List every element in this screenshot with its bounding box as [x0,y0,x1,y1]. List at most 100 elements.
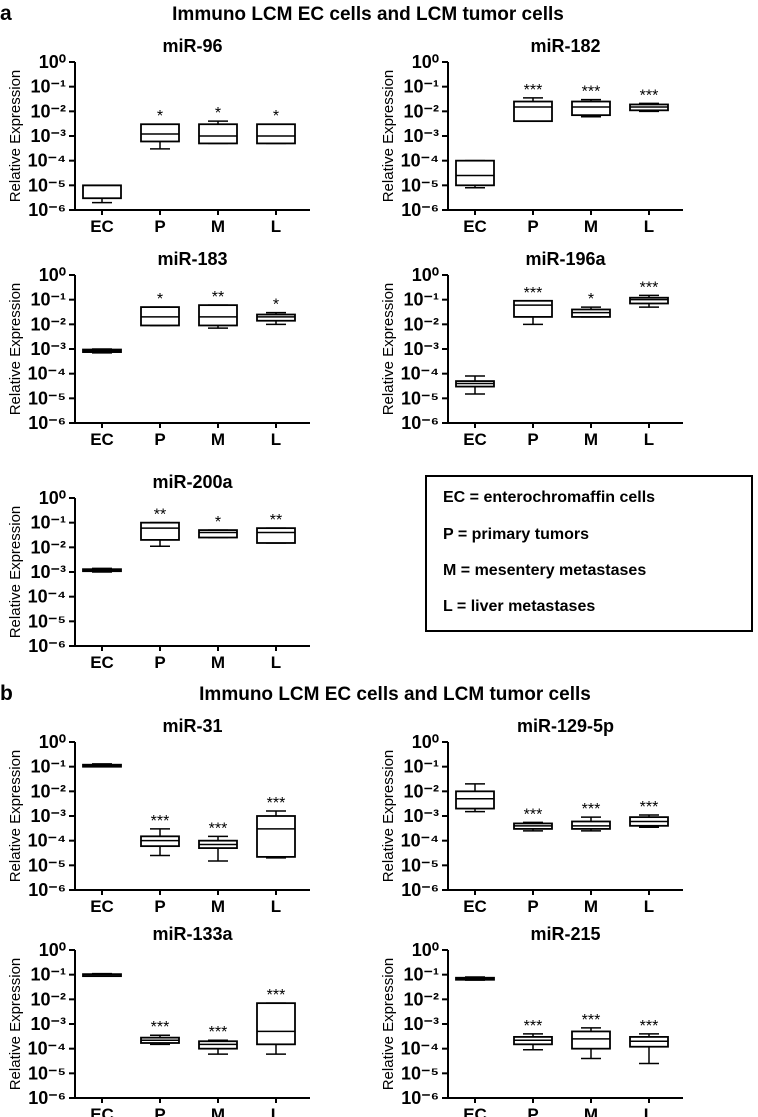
box-m [198,529,238,539]
chart-mir-215: miR-215 Relative Expression 10⁰ 10⁻¹ 10⁻² 10⁻… [380,924,683,1117]
significance-mark: *** [582,84,601,101]
significance-mark: *** [640,279,659,296]
y-axis-label: Relative Expression [7,70,24,203]
y-tick-label: 10⁻⁶ [401,1088,439,1108]
y-tick-label: 10⁻⁵ [28,855,66,875]
y-tick-label: 10⁻¹ [403,77,439,97]
legend-entry-ec: EC = enterochromaffin cells [443,489,655,506]
significance-mark: * [215,514,221,531]
box-iqr [455,159,495,187]
box-m [198,835,238,862]
box-p [513,97,553,123]
significance-mark: *** [209,1024,228,1041]
y-tick-label: 10⁻⁵ [401,388,439,408]
y-axis-label: Relative Expression [380,750,397,883]
y-tick-label: 10⁰ [39,52,66,72]
y-tick-label: 10⁻² [403,101,439,121]
y-tick-label: 10⁻¹ [30,757,66,777]
x-tick-label: L [271,653,281,672]
box-iqr [198,529,238,539]
x-tick-label: P [154,217,165,236]
y-tick-label: 10⁻⁵ [28,611,66,631]
significance-mark: * [273,297,279,314]
x-tick-label: M [584,217,598,236]
chart-mir-196a: miR-196a Relative Expression 10⁰ 10⁻¹ 10⁻² 10… [380,249,683,449]
x-tick-label: M [584,897,598,916]
box-m [571,306,611,318]
significance-mark: ** [154,507,166,524]
y-tick-label: 10⁻² [30,781,66,801]
y-tick-label: 10⁻⁴ [401,831,439,851]
x-tick-label: P [154,897,165,916]
box-iqr [629,296,669,305]
charts-group: miR-96 Relative Expression 10⁰ 10⁻¹ 10⁻² 10⁻³… [7,36,683,1117]
box-ec [82,567,122,573]
panel-a-letter: a [0,2,12,25]
legend-entry-p: P = primary tumors [443,526,589,543]
chart-title: miR-31 [162,716,222,736]
box-iqr [256,815,296,858]
y-tick-label: 10⁻⁵ [28,175,66,195]
chart-mir-129-5p: miR-129-5p Relative Expression 10⁰ 10⁻¹ 10⁻²… [380,716,683,916]
y-tick-label: 10⁻³ [30,126,66,146]
x-tick-label: M [211,430,225,449]
x-tick-label: EC [90,217,114,236]
y-tick-label: 10⁻⁶ [28,636,66,656]
box-ec [82,348,122,354]
y-tick-label: 10⁻² [30,101,66,121]
y-tick-label: 10⁻⁴ [28,1039,66,1059]
box-p [513,1033,553,1051]
significance-mark: *** [640,799,659,816]
y-tick-label: 10⁰ [39,488,66,508]
significance-mark: ** [270,512,282,529]
x-tick-label: M [584,1105,598,1117]
y-tick-label: 10⁻⁶ [28,880,66,900]
box-ec [82,972,122,978]
chart-mir-96: miR-96 Relative Expression 10⁰ 10⁻¹ 10⁻² 10⁻³… [7,36,310,236]
x-tick-label: L [271,897,281,916]
x-tick-label: P [154,1105,165,1117]
x-tick-label: P [527,897,538,916]
significance-mark: *** [267,987,286,1004]
box-iqr [513,100,553,123]
x-tick-label: M [584,430,598,449]
box-ec [455,159,495,189]
box-iqr [198,123,238,145]
x-tick-label: P [154,653,165,672]
significance-mark: *** [209,820,228,837]
box-l [629,1033,669,1065]
box-m [571,816,611,832]
significance-mark: *** [151,813,170,830]
significance-mark: * [157,291,163,308]
y-axis-label: Relative Expression [380,70,397,203]
significance-mark: *** [524,82,543,99]
significance-mark: * [157,108,163,125]
y-tick-label: 10⁰ [412,265,439,285]
x-tick-label: EC [463,430,487,449]
box-l [256,527,296,544]
x-tick-label: EC [463,897,487,916]
x-tick-label: P [527,1105,538,1117]
chart-mir-200a: miR-200a Relative Expression 10⁰ 10⁻¹ 10⁻² 10… [7,472,310,672]
box-ec [82,763,122,768]
chart-mir-31: miR-31 Relative Expression 10⁰ 10⁻¹ 10⁻² 10⁻³… [7,716,310,916]
y-tick-label: 10⁻² [30,537,66,557]
panel-b-letter: b [0,682,13,705]
x-tick-label: EC [90,430,114,449]
box-p [140,1034,180,1046]
x-tick-label: M [211,653,225,672]
legend-entry-l: L = liver metastases [443,598,595,615]
box-m [198,120,238,145]
box-m [198,304,238,329]
x-tick-label: EC [90,653,114,672]
significance-mark: ** [212,289,224,306]
significance-mark: *** [151,1019,170,1036]
significance-mark: *** [524,285,543,302]
y-tick-label: 10⁻² [30,314,66,334]
x-tick-label: L [271,217,281,236]
chart-title: miR-129-5p [517,716,614,736]
box-p [140,828,180,857]
y-tick-label: 10⁻¹ [403,757,439,777]
box-l [256,311,296,326]
box-iqr [82,184,122,200]
